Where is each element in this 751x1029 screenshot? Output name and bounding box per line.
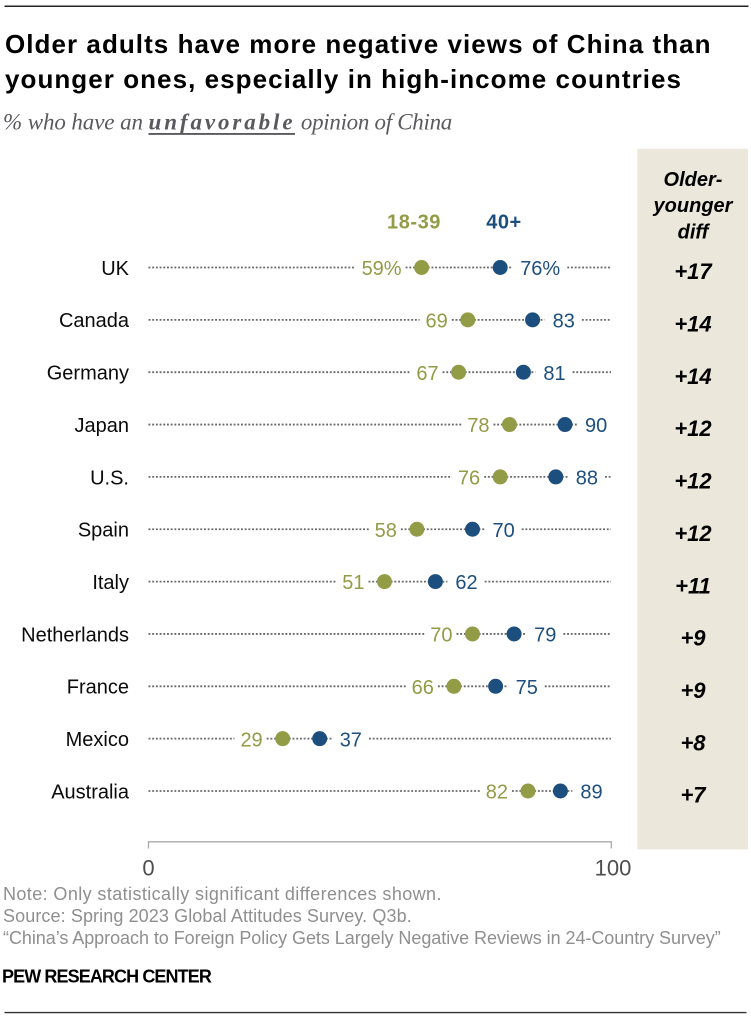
svg-text:+9: +9: [680, 678, 706, 703]
svg-text:Older-: Older-: [664, 169, 723, 191]
svg-text:Netherlands: Netherlands: [21, 624, 129, 646]
svg-text:+8: +8: [680, 730, 706, 755]
svg-text:UK: UK: [101, 258, 129, 280]
svg-text:Older adults have more negativ: Older adults have more negative views of…: [5, 29, 712, 59]
svg-text:+14: +14: [674, 364, 711, 389]
svg-text:Mexico: Mexico: [66, 729, 129, 751]
svg-text:Japan: Japan: [75, 415, 130, 437]
svg-text:+12: +12: [674, 521, 712, 546]
svg-text:18-39: 18-39: [387, 212, 441, 234]
svg-text:90: 90: [585, 415, 607, 437]
svg-text:83: 83: [553, 311, 575, 333]
svg-text:Canada: Canada: [59, 310, 130, 332]
svg-text:+7: +7: [680, 783, 707, 808]
svg-text:Source: Spring 2023 Global Att: Source: Spring 2023 Global Attitudes Sur…: [3, 906, 412, 926]
svg-text:76%: 76%: [520, 258, 560, 280]
svg-text:Note: Only statistically signi: Note: Only statistically significant dif…: [3, 884, 442, 904]
svg-text:51: 51: [342, 572, 364, 594]
svg-text:70: 70: [430, 625, 452, 647]
svg-text:76: 76: [458, 468, 480, 490]
svg-text:69: 69: [426, 311, 448, 333]
svg-text:62: 62: [455, 572, 477, 594]
svg-text:diff: diff: [678, 221, 711, 243]
svg-text:France: France: [67, 677, 129, 699]
svg-text:100: 100: [595, 856, 632, 881]
svg-text:“China’s Approach to Foreign P: “China’s Approach to Foreign Policy Gets…: [3, 928, 721, 948]
svg-text:Australia: Australia: [51, 781, 130, 803]
svg-text:89: 89: [580, 782, 602, 804]
svg-text:younger: younger: [653, 195, 734, 217]
svg-text:0: 0: [142, 856, 154, 881]
svg-text:+9: +9: [680, 626, 706, 651]
svg-text:+11: +11: [675, 573, 711, 598]
svg-text:59%: 59%: [362, 258, 402, 280]
svg-text:younger ones, especially in hi: younger ones, especially in high-income …: [5, 64, 682, 94]
svg-text:40+: 40+: [486, 212, 522, 234]
svg-text:37: 37: [340, 729, 362, 751]
svg-text:Germany: Germany: [47, 363, 129, 385]
svg-text:+17: +17: [674, 259, 713, 284]
svg-text:75: 75: [516, 677, 538, 699]
svg-text:+12: +12: [674, 416, 712, 441]
svg-text:88: 88: [576, 468, 598, 490]
svg-text:PEW RESEARCH CENTER: PEW RESEARCH CENTER: [2, 967, 212, 987]
svg-text:82: 82: [486, 782, 508, 804]
svg-text:70: 70: [493, 520, 515, 542]
svg-text:67: 67: [416, 363, 438, 385]
svg-text:29: 29: [240, 729, 262, 751]
svg-text:81: 81: [543, 363, 565, 385]
svg-text:79: 79: [534, 625, 556, 647]
svg-text:Italy: Italy: [92, 572, 129, 594]
svg-text:66: 66: [412, 677, 434, 699]
svg-text:Spain: Spain: [78, 520, 129, 542]
svg-text:+12: +12: [674, 469, 712, 494]
svg-text:58: 58: [375, 520, 397, 542]
svg-text:U.S.: U.S.: [90, 467, 129, 489]
svg-text:78: 78: [467, 415, 489, 437]
svg-text:% who have an unfavorable opin: % who have an unfavorable opinion of Chi…: [3, 110, 452, 135]
svg-text:+14: +14: [674, 312, 711, 337]
